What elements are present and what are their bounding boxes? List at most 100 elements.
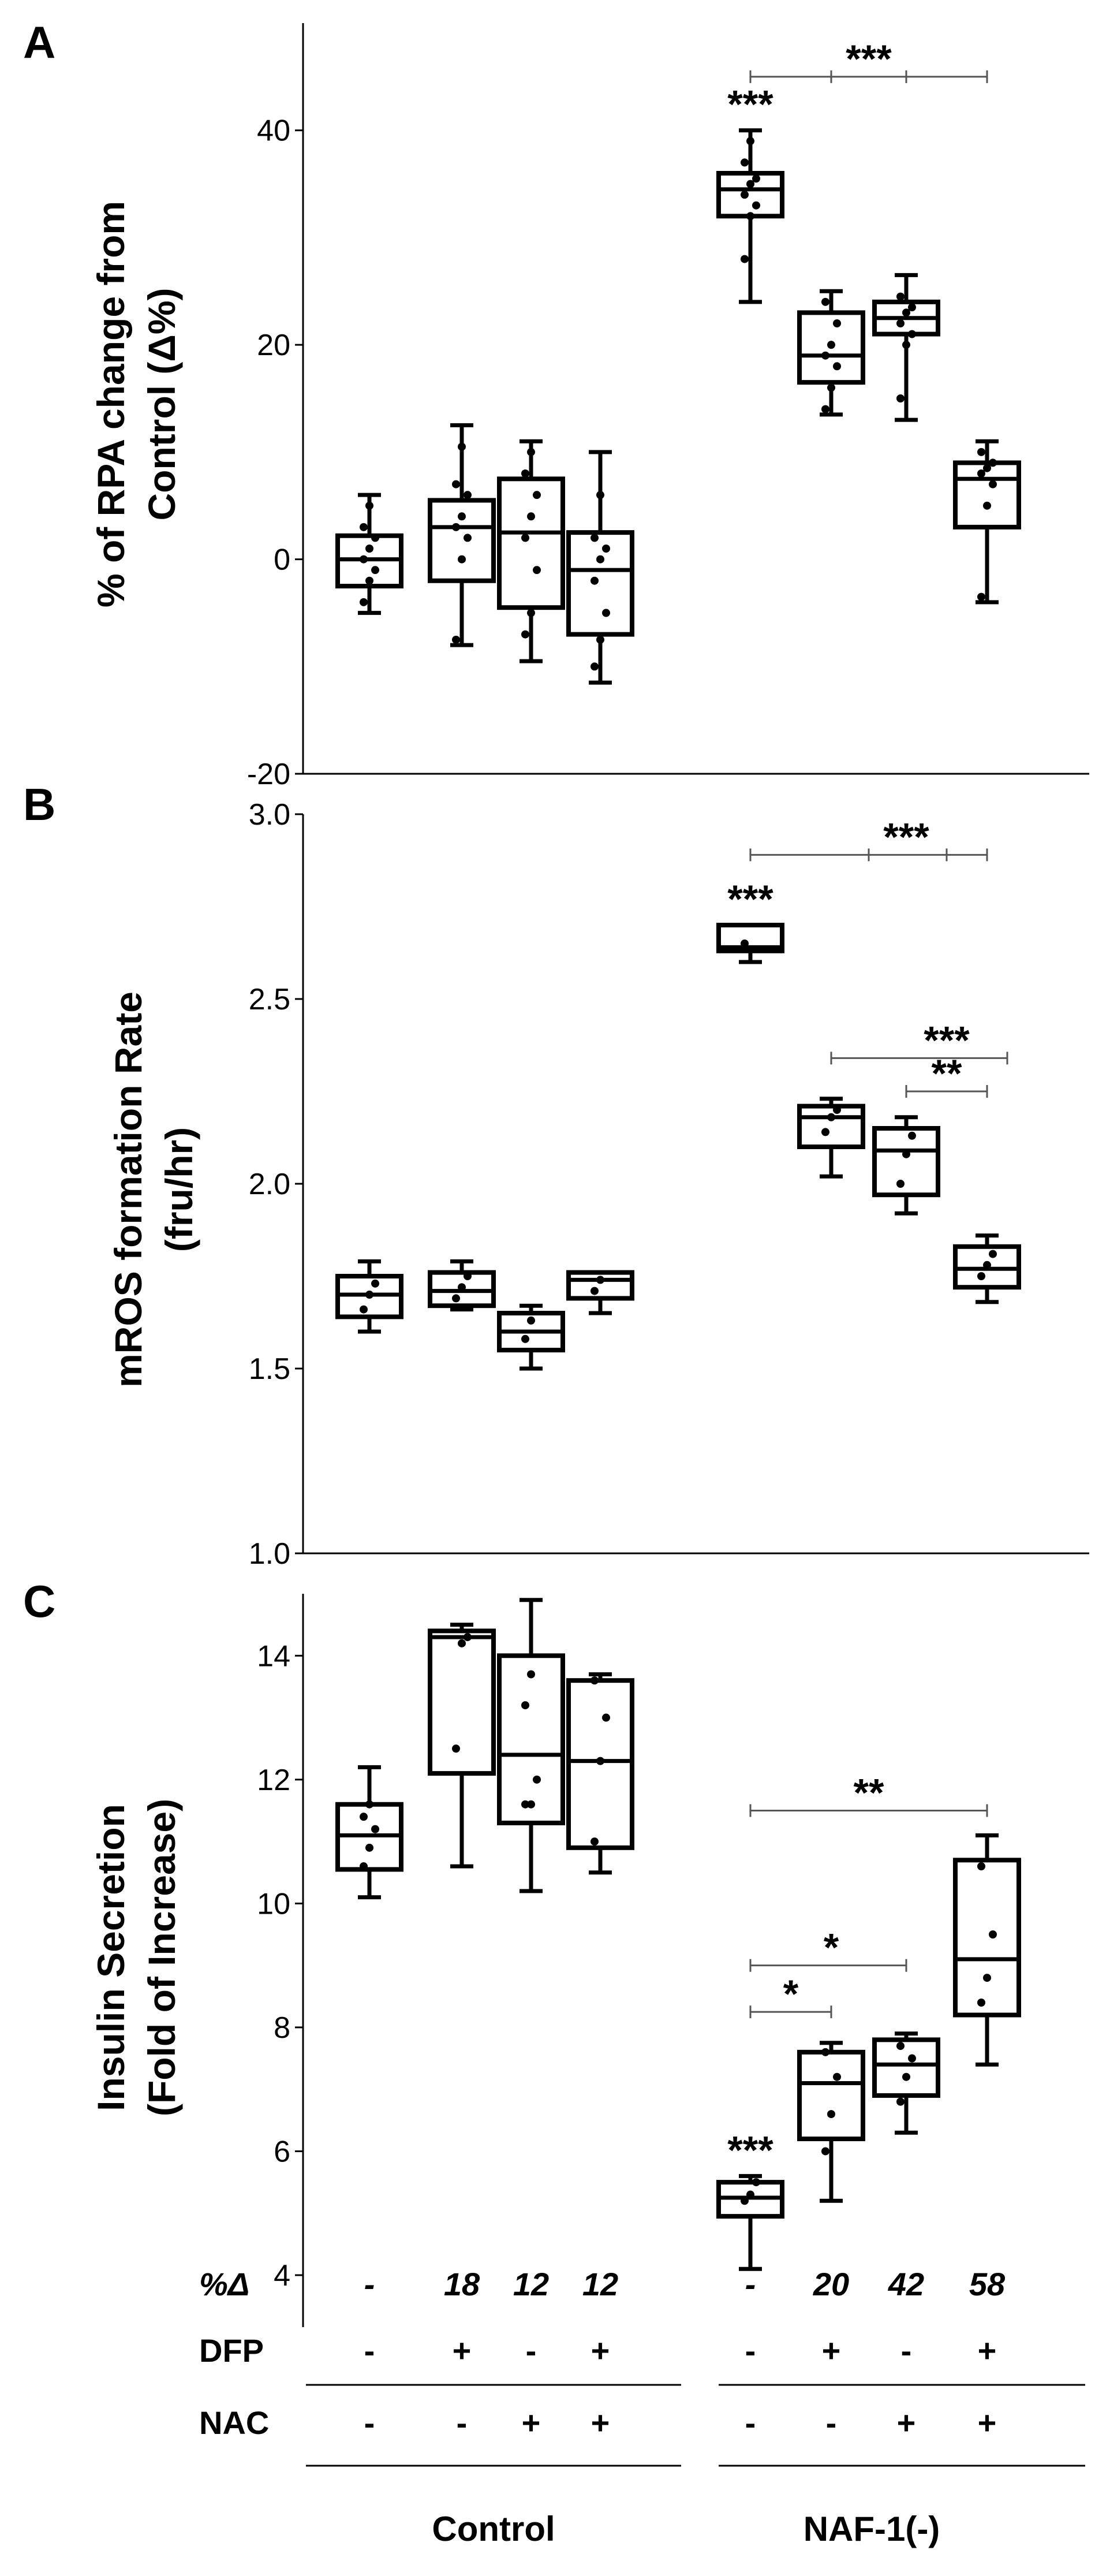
nac-value: +	[897, 2404, 916, 2441]
data-point	[983, 464, 991, 472]
y-tick-label: 0	[274, 543, 290, 577]
y-axis-label-line: (Fold of Increase)	[140, 1799, 183, 2116]
data-point	[989, 458, 997, 467]
dfp-label: DFP	[199, 2332, 264, 2369]
data-point	[521, 1334, 529, 1343]
data-point	[746, 2190, 754, 2199]
data-point	[533, 566, 541, 575]
data-point	[596, 1276, 604, 1284]
data-point	[602, 1713, 610, 1722]
data-point	[591, 1676, 599, 1685]
data-point	[521, 1800, 529, 1809]
condition-table: %Δ DFP NAC - - - 18 + - 12 - +12 + + - - - 20 + - 42 - +58 + + Co…	[199, 2266, 1085, 2548]
data-point	[360, 523, 368, 531]
box-1	[335, 1259, 403, 1334]
data-point	[591, 1287, 599, 1295]
significance-star: ***	[727, 877, 773, 921]
data-point	[821, 405, 829, 413]
pct-change-value: 12	[582, 2266, 618, 2302]
data-point	[365, 1800, 373, 1809]
box-iqr	[497, 476, 565, 610]
y-tick-label: 1.0	[249, 1537, 290, 1571]
significance-bracket: ***	[749, 37, 988, 83]
data-point	[983, 501, 991, 510]
data-point	[360, 1813, 368, 1821]
data-point	[464, 491, 472, 499]
box-7	[872, 2031, 940, 2135]
data-point	[360, 1305, 368, 1314]
significance-bracket: *	[749, 1972, 832, 2019]
group-label-naf1: NAF-1(-)	[804, 2510, 940, 2548]
data-point	[821, 351, 829, 360]
data-point	[989, 1250, 997, 1258]
data-point	[827, 341, 835, 349]
box-8	[953, 439, 1021, 605]
data-point	[989, 480, 997, 489]
dfp-value: +	[978, 2332, 997, 2369]
panel-letter: B	[23, 779, 55, 830]
data-point	[908, 2054, 916, 2063]
box-iqr	[566, 530, 634, 637]
data-point	[908, 303, 916, 312]
y-tick-label: 14	[257, 1639, 290, 1673]
box-3	[497, 1598, 565, 1893]
box-iqr	[797, 2049, 865, 2141]
data-point	[821, 2048, 829, 2056]
data-point	[902, 341, 910, 349]
data-point	[741, 940, 749, 948]
data-point	[977, 469, 985, 478]
box-5	[716, 128, 784, 304]
bracket-label: *	[783, 1972, 799, 2016]
pct-change-value: 18	[444, 2266, 480, 2302]
y-tick-label: -20	[247, 758, 290, 791]
pct-change-value: -	[745, 2266, 756, 2302]
data-point	[989, 1930, 997, 1938]
box-5	[716, 923, 784, 964]
box-4	[566, 450, 634, 685]
data-point	[464, 534, 472, 542]
data-point	[752, 174, 760, 183]
data-point	[591, 576, 599, 585]
data-point	[908, 330, 916, 338]
significance-star: ***	[727, 2128, 773, 2172]
significance-bracket: **	[905, 1052, 988, 1098]
y-tick-label: 10	[257, 1887, 290, 1921]
data-point	[833, 2072, 841, 2081]
data-point	[365, 1291, 373, 1299]
data-point	[827, 2110, 835, 2119]
data-point	[521, 534, 529, 542]
data-point	[452, 1294, 460, 1303]
y-axis-label-line: Insulin Secretion	[89, 1804, 132, 2111]
data-point	[527, 512, 535, 521]
y-tick-label: 12	[257, 1764, 290, 1797]
dfp-value: -	[364, 2332, 375, 2369]
box-6	[797, 1097, 865, 1179]
data-point	[741, 191, 749, 199]
data-point	[977, 1999, 985, 2007]
panel-b: B 1.0 1.5 2.0 2.5 3.0 mROS formation Rate (fru/…	[23, 779, 1089, 1571]
data-point	[596, 635, 604, 644]
data-point	[983, 1974, 991, 1982]
data-point	[821, 297, 829, 306]
pct-change-value: 42	[888, 2266, 924, 2302]
data-point	[752, 2178, 760, 2187]
box-8	[953, 1833, 1021, 2067]
data-point	[902, 308, 910, 317]
data-point	[596, 555, 604, 564]
data-point	[591, 1837, 599, 1846]
bracket-label: **	[932, 1052, 962, 1095]
box-6	[797, 289, 865, 417]
data-point	[365, 1843, 373, 1852]
box-5	[716, 2174, 784, 2271]
data-point	[458, 512, 466, 521]
data-point	[365, 501, 373, 510]
data-point	[365, 576, 373, 585]
box-iqr	[872, 2037, 940, 2098]
bracket-label: ***	[924, 1018, 970, 1062]
nac-value: -	[364, 2404, 375, 2441]
data-point	[896, 319, 905, 327]
y-axis-label-line: (fru/hr)	[158, 1127, 200, 1252]
y-tick-label: 3.0	[249, 798, 290, 832]
data-point	[902, 2072, 910, 2081]
data-point	[833, 362, 841, 371]
